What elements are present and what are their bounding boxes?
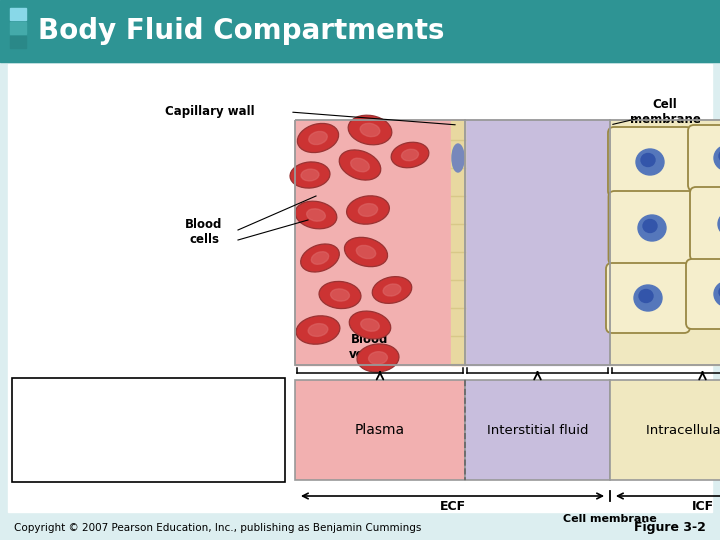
Bar [295,380,465,480]
Text: Intracellular fluid: Intracellular fluid [646,423,720,436]
Text: Body Fluid Compartments: Body Fluid Compartments [38,17,444,45]
Bar [610,120,720,365]
FancyBboxPatch shape [608,127,692,197]
Ellipse shape [402,149,418,161]
Ellipse shape [297,124,338,153]
Ellipse shape [296,316,340,344]
Bar [465,120,610,365]
Ellipse shape [638,215,666,241]
Ellipse shape [344,237,387,267]
Text: and interstitial fluid.: and interstitial fluid. [17,429,127,438]
FancyBboxPatch shape [608,191,696,265]
Ellipse shape [311,252,329,264]
Text: cells and ECF must: cells and ECF must [17,456,120,465]
Ellipse shape [307,209,325,221]
Ellipse shape [356,245,376,259]
Text: Material moving between: Material moving between [17,442,156,452]
Ellipse shape [295,201,337,229]
Ellipse shape [359,204,377,217]
Bar [451,120,465,365]
Ellipse shape [348,115,392,145]
Ellipse shape [452,144,464,172]
Ellipse shape [301,244,339,272]
Bar [465,380,610,480]
Text: Cell
membrane: Cell membrane [629,98,701,126]
Ellipse shape [361,319,379,331]
FancyBboxPatch shape [690,187,720,261]
Text: Interstitial fluid: Interstitial fluid [487,423,588,436]
FancyBboxPatch shape [606,263,690,333]
Ellipse shape [643,219,657,233]
Text: Capillary wall: Capillary wall [165,105,255,118]
Ellipse shape [719,150,720,163]
Text: The extracellular fluid: The extracellular fluid [17,388,136,398]
Text: Blood
cells: Blood cells [185,218,222,246]
Text: compartment (: compartment ( [17,402,99,411]
Ellipse shape [383,284,401,296]
Ellipse shape [714,145,720,171]
Text: ECF: ECF [439,500,466,513]
Ellipse shape [718,211,720,237]
Ellipse shape [636,149,664,175]
Ellipse shape [290,162,330,188]
Ellipse shape [719,286,720,299]
Text: ECF: ECF [92,402,114,411]
Bar [10,8,26,20]
Bar [0,0,720,62]
FancyBboxPatch shape [688,125,720,191]
Bar [10,36,26,48]
Ellipse shape [308,323,328,336]
Text: Copyright © 2007 Pearson Education, Inc., publishing as Benjamin Cummings: Copyright © 2007 Pearson Education, Inc.… [14,523,421,533]
Bar [10,22,26,34]
Text: Blood
vessel: Blood vessel [349,333,391,361]
Ellipse shape [357,344,399,372]
Bar [610,380,720,480]
Text: Plasma: Plasma [355,423,405,437]
Ellipse shape [330,289,349,301]
Ellipse shape [391,142,429,168]
Ellipse shape [349,311,391,339]
Ellipse shape [714,281,720,307]
Bar [12,378,285,482]
Text: subdivided into plasma: subdivided into plasma [17,415,144,425]
Ellipse shape [309,131,328,145]
Ellipse shape [301,169,319,181]
Ellipse shape [372,276,412,303]
FancyBboxPatch shape [686,259,720,329]
Bar [295,120,465,365]
Ellipse shape [319,281,361,308]
Bar [8,64,712,512]
Text: ICF: ICF [691,500,714,513]
Ellipse shape [351,158,369,172]
Text: ) is: ) is [114,402,130,411]
Text: cross the cell membrane.: cross the cell membrane. [17,469,156,479]
Ellipse shape [346,196,390,224]
Ellipse shape [639,289,653,302]
Ellipse shape [634,285,662,311]
Bar [295,120,720,365]
Ellipse shape [339,150,381,180]
Text: Figure 3-2: Figure 3-2 [634,522,706,535]
Ellipse shape [360,123,380,137]
Ellipse shape [641,153,655,166]
Text: Cell membrane: Cell membrane [563,514,657,524]
Ellipse shape [369,352,387,365]
